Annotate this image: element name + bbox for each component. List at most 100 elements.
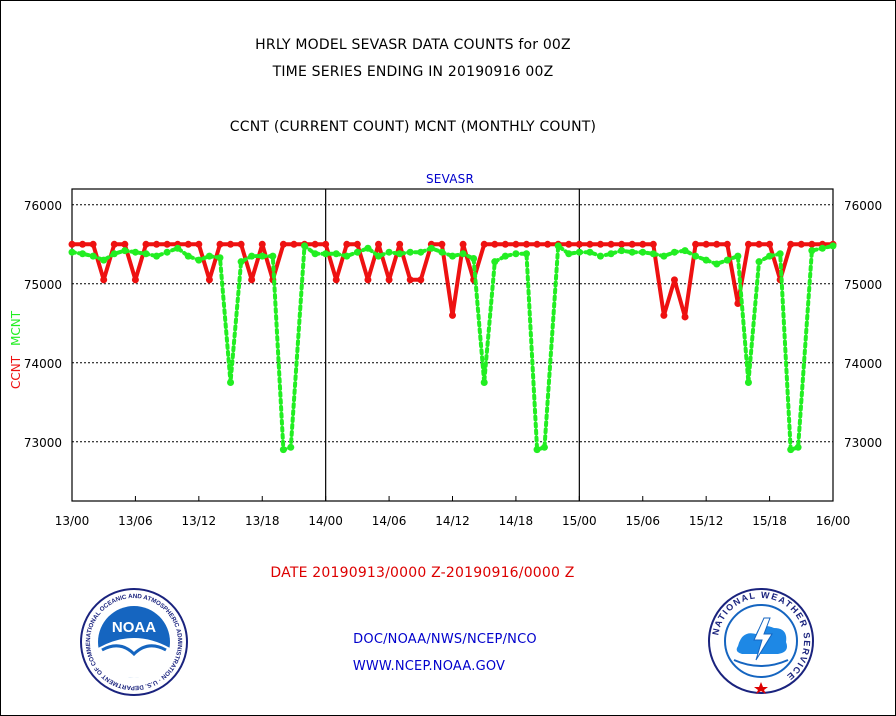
footer-url[interactable]: WWW.NCEP.NOAA.GOV — [352, 659, 506, 674]
data-point-mcnt — [406, 248, 414, 256]
data-point-mcnt — [195, 256, 203, 264]
data-point-mcnt — [364, 244, 372, 252]
y-tick-label-left: 73000 — [24, 436, 62, 450]
data-point-mcnt — [501, 252, 509, 260]
data-point-mcnt — [607, 250, 615, 258]
data-point-ccnt — [258, 240, 266, 248]
data-point-ccnt — [670, 276, 678, 284]
data-point-ccnt — [153, 240, 161, 248]
data-point-mcnt — [596, 252, 604, 260]
data-point-ccnt — [744, 240, 752, 248]
data-point-ccnt — [501, 240, 509, 248]
data-point-ccnt — [205, 276, 213, 284]
data-point-mcnt — [565, 250, 573, 258]
data-point-mcnt — [269, 252, 277, 260]
data-point-mcnt — [248, 252, 256, 260]
y-axis-label: CCNT MCNT — [9, 310, 23, 389]
data-point-ccnt — [216, 240, 224, 248]
data-point-ccnt — [406, 276, 414, 284]
data-point-mcnt — [818, 244, 826, 252]
data-point-mcnt — [142, 250, 150, 258]
footer-org: DOC/NOAA/NWS/NCEP/NCO — [353, 632, 537, 647]
data-point-mcnt — [227, 379, 235, 387]
data-point-mcnt — [110, 250, 118, 258]
data-point-mcnt — [829, 242, 837, 250]
data-point-ccnt — [332, 276, 340, 284]
data-point-mcnt — [692, 252, 700, 260]
data-point-ccnt — [639, 240, 647, 248]
data-point-ccnt — [692, 240, 700, 248]
data-point-ccnt — [533, 240, 541, 248]
chart-title: HRLY MODEL SEVASR DATA COUNTS for 00Z — [255, 37, 571, 53]
data-point-mcnt — [639, 248, 647, 256]
data-point-mcnt — [237, 258, 245, 266]
y-axis-label-ccnt: CCNT — [9, 355, 23, 389]
data-point-mcnt — [216, 254, 224, 262]
chart-subtitle: TIME SERIES ENDING IN 20190916 00Z — [272, 64, 554, 80]
y-tick-label-left: 76000 — [24, 199, 62, 213]
data-point-mcnt — [533, 446, 541, 454]
y-tick-label-right: 75000 — [844, 278, 882, 292]
data-point-ccnt — [364, 276, 372, 284]
data-point-mcnt — [279, 446, 287, 454]
data-point-mcnt — [702, 256, 710, 264]
data-point-ccnt — [68, 240, 76, 248]
data-point-mcnt — [163, 248, 171, 256]
data-point-ccnt — [343, 240, 351, 248]
data-point-mcnt — [68, 248, 76, 256]
data-point-mcnt — [618, 247, 626, 255]
data-point-mcnt — [459, 250, 467, 258]
data-point-mcnt — [586, 248, 594, 256]
x-tick-label: 13/18 — [245, 514, 280, 528]
data-point-ccnt — [544, 240, 552, 248]
data-point-ccnt — [248, 276, 256, 284]
data-point-mcnt — [628, 248, 636, 256]
panel-label: SEVASR — [425, 172, 474, 186]
plot-area-border — [71, 188, 834, 502]
data-point-mcnt — [343, 252, 351, 260]
data-point-mcnt — [808, 247, 816, 255]
series-line-mcnt — [70, 243, 835, 452]
data-point-ccnt — [586, 240, 594, 248]
y-tick-label-right: 76000 — [844, 199, 882, 213]
date-range-label: DATE 20190913/0000 Z-20190916/0000 Z — [270, 565, 575, 581]
data-point-mcnt — [89, 252, 97, 260]
x-tick-label: 14/12 — [435, 514, 470, 528]
data-point-ccnt — [311, 240, 319, 248]
data-point-mcnt — [375, 252, 383, 260]
data-point-ccnt — [438, 240, 446, 248]
data-point-mcnt — [522, 250, 530, 258]
data-point-mcnt — [776, 250, 784, 258]
data-point-ccnt — [459, 240, 467, 248]
y-tick-label-right: 73000 — [844, 436, 882, 450]
data-point-mcnt — [575, 248, 583, 256]
data-point-mcnt — [681, 247, 689, 255]
data-point-mcnt — [438, 248, 446, 256]
data-point-ccnt — [755, 240, 763, 248]
data-point-ccnt — [163, 240, 171, 248]
data-point-ccnt — [184, 240, 192, 248]
data-point-ccnt — [131, 276, 139, 284]
data-point-mcnt — [301, 242, 309, 250]
x-tick-label: 15/00 — [562, 514, 597, 528]
noaa-logo-text: NOAA — [112, 619, 156, 636]
data-point-ccnt — [449, 311, 456, 319]
data-point-mcnt — [491, 258, 499, 266]
data-point-ccnt — [575, 240, 583, 248]
x-tick-label: 15/18 — [752, 514, 787, 528]
data-point-ccnt — [396, 240, 404, 248]
data-point-mcnt — [794, 443, 802, 451]
data-point-mcnt — [131, 248, 139, 256]
data-point-ccnt — [512, 240, 520, 248]
data-point-mcnt — [787, 446, 795, 454]
data-point-ccnt — [607, 240, 615, 248]
data-point-mcnt — [660, 252, 668, 260]
data-point-ccnt — [375, 240, 383, 248]
data-point-ccnt — [734, 300, 742, 308]
data-point-ccnt — [713, 240, 721, 248]
data-point-mcnt — [670, 248, 678, 256]
data-point-mcnt — [554, 242, 562, 250]
x-tick-label: 15/06 — [625, 514, 660, 528]
data-point-mcnt — [322, 250, 330, 258]
data-point-ccnt — [787, 240, 795, 248]
